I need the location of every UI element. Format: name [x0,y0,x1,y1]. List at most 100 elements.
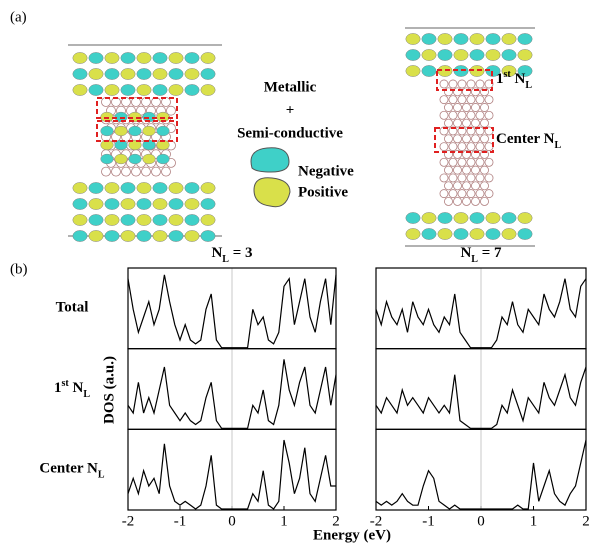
orbital [185,68,199,79]
orbital [153,52,167,63]
ring [453,182,461,190]
orbital [105,214,119,225]
ring [444,88,452,96]
ring [485,111,493,119]
orbital [73,198,87,209]
ring [449,190,457,198]
orbital [470,212,484,223]
orbital [169,198,183,209]
orbital [422,33,436,44]
ring [453,166,461,174]
orbital [73,214,87,225]
orbital [89,84,103,95]
orbital [422,49,436,60]
orbital [438,33,452,44]
orbital [137,52,151,63]
ring [480,135,488,143]
orbital [153,84,167,95]
orbital [143,154,156,164]
orbital [518,228,532,239]
orbital [73,230,87,241]
orbital [153,198,167,209]
ring [480,119,488,127]
orbital [406,228,420,239]
ring [444,103,452,111]
orbital [153,182,167,193]
orbital [153,68,167,79]
ring [467,174,475,182]
text-part: N [511,71,526,87]
ring [462,166,470,174]
ring [480,197,488,205]
text-part: L [525,80,532,91]
ring [462,182,470,190]
orbital [454,49,468,60]
x-tick-label: -1 [422,513,435,529]
ring [449,158,457,166]
annotation: Semi-conductive [237,125,343,141]
orbital [185,198,199,209]
orbital [137,230,151,241]
orbital [121,230,135,241]
ring [485,143,493,151]
row-label: Total [56,300,89,316]
orbital [137,198,151,209]
ring [440,158,448,166]
orbital [169,84,183,95]
orbital [121,198,135,209]
ring [152,167,161,176]
orbital [137,214,151,225]
orbital [406,212,420,223]
ring [476,96,484,104]
orbital [422,212,436,223]
ring [471,166,479,174]
orbital [169,52,183,63]
ring [449,111,457,119]
ring [453,135,461,143]
text-part: N [460,245,471,261]
orbital [169,230,183,241]
orbital [486,212,500,223]
orbital [518,212,532,223]
ring [132,167,141,176]
orbital [89,68,103,79]
x-axis-label: Energy (eV) [313,527,391,543]
orbital [185,182,199,193]
ring [467,143,475,151]
orbital [115,126,128,136]
ring [458,190,466,198]
orbital [470,33,484,44]
ring [458,158,466,166]
orbital [470,49,484,60]
ring [485,174,493,182]
x-tick-label: 2 [332,513,340,529]
orbital [406,33,420,44]
ring [462,88,470,96]
orbital [101,154,114,164]
ring [476,190,484,198]
ring [462,197,470,205]
y-axis-label: DOS (a.u.) [101,356,117,424]
orbital [169,68,183,79]
orbital [121,68,135,79]
ring [471,119,479,127]
orbital [121,214,135,225]
ring [471,135,479,143]
ring [440,80,448,88]
orbital [121,52,135,63]
orbital [454,228,468,239]
ring [449,174,457,182]
orbital [518,33,532,44]
ring [444,135,452,143]
orbital [105,68,119,79]
row-label: Center NL [39,461,104,480]
orbital [89,182,103,193]
ring [480,88,488,96]
ring [462,135,470,143]
orbital [105,52,119,63]
x-tick-label: -2 [370,513,383,529]
ring [480,182,488,190]
orbital [486,33,500,44]
ring [453,119,461,127]
orbital [137,182,151,193]
